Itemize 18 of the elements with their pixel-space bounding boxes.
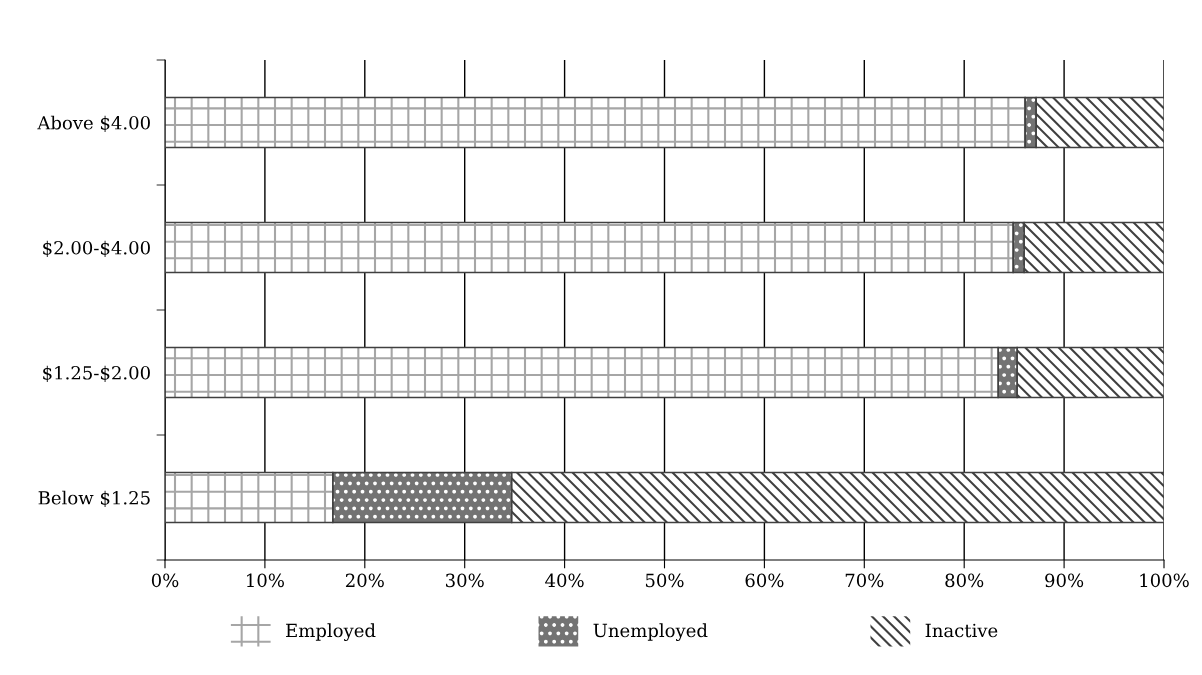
x-tick-label: 90%: [1045, 573, 1084, 588]
x-tick-label: 70%: [845, 573, 884, 588]
legend-label: Employed: [286, 623, 376, 642]
x-tick-label: 20%: [345, 573, 384, 588]
x-tick-label: 100%: [1140, 573, 1189, 588]
y-tick-label: $2.00-$4.00: [43, 240, 150, 258]
x-tick-label: 30%: [446, 573, 484, 588]
x-tick-label: 40%: [545, 573, 584, 588]
legend-label: Inactive: [925, 623, 998, 638]
x-tick-label: 50%: [645, 573, 684, 588]
x-tick-label: 0%: [151, 573, 179, 588]
legend-label: Unemployed: [593, 623, 708, 642]
y-tick-label: Below $1.25: [38, 490, 150, 508]
y-tick-label: Above $4.00: [37, 115, 150, 133]
x-tick-label: 10%: [247, 573, 284, 588]
x-tick-label: 80%: [945, 573, 984, 588]
y-tick-label: $1.25-$2.00: [43, 365, 150, 383]
x-tick-label: 60%: [745, 573, 784, 588]
